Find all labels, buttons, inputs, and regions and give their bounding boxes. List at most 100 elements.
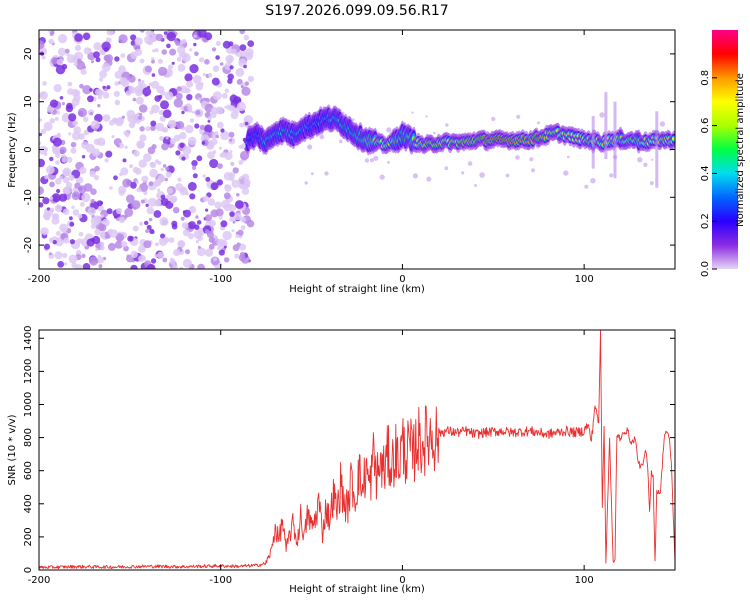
noise-speckle <box>102 91 110 99</box>
noise-speckle <box>39 158 45 168</box>
noise-speckle <box>425 115 428 118</box>
noise-speckle <box>46 207 51 211</box>
noise-speckle <box>132 225 139 232</box>
noise-speckle <box>101 41 111 51</box>
noise-speckle <box>240 85 244 89</box>
noise-speckle <box>56 188 61 194</box>
noise-speckle <box>563 170 569 176</box>
noise-speckle <box>175 150 181 156</box>
noise-speckle <box>39 40 45 50</box>
noise-speckle <box>170 196 177 204</box>
y-tick-label: 10 <box>23 95 34 108</box>
noise-speckle <box>197 97 201 101</box>
noise-speckle <box>151 59 155 64</box>
noise-speckle <box>114 215 117 219</box>
noise-speckle <box>152 49 156 53</box>
colorbar-ticks: 0.0 0.2 0.4 0.6 0.8 <box>700 70 717 277</box>
noise-speckle <box>184 73 193 82</box>
noise-speckle <box>196 220 202 225</box>
y-tick-label: 600 <box>23 461 34 480</box>
noise-speckle <box>145 126 151 132</box>
noise-speckle <box>55 178 62 185</box>
noise-speckle <box>195 110 201 116</box>
noise-speckle <box>207 151 215 160</box>
noise-speckle <box>118 34 128 44</box>
noise-speckle <box>126 194 135 203</box>
noise-speckle <box>131 118 137 125</box>
noise-speckle <box>42 197 50 205</box>
spectrogram-ridge <box>245 92 675 188</box>
noise-speckle <box>154 254 158 258</box>
noise-speckle <box>179 142 185 148</box>
noise-speckle <box>177 177 182 182</box>
noise-speckle <box>236 193 240 197</box>
ridge-core <box>672 137 675 141</box>
noise-speckle <box>90 223 97 230</box>
noise-speckle <box>212 91 222 101</box>
noise-speckle <box>529 157 534 162</box>
noise-speckle <box>90 198 95 204</box>
noise-speckle <box>238 160 244 165</box>
noise-speckle <box>211 77 220 86</box>
snr-line <box>39 330 675 570</box>
noise-speckle <box>228 131 235 138</box>
noise-speckle <box>307 144 313 150</box>
noise-speckle <box>159 115 166 122</box>
noise-speckle <box>505 173 510 178</box>
noise-speckle <box>93 138 101 146</box>
noise-speckle <box>83 183 93 192</box>
noise-speckle <box>129 164 134 169</box>
noise-speckle <box>197 245 201 249</box>
noise-speckle <box>130 250 138 258</box>
x-tick-label: -100 <box>209 274 232 285</box>
noise-speckle <box>205 208 209 212</box>
noise-speckle <box>111 135 115 139</box>
noise-speckle <box>194 123 200 129</box>
noise-speckle <box>197 247 206 257</box>
noise-speckle <box>154 48 159 53</box>
noise-speckle <box>187 233 194 240</box>
noise-speckle <box>386 127 392 133</box>
noise-speckle <box>175 250 180 255</box>
noise-speckle <box>189 64 199 74</box>
noise-speckle <box>94 113 103 123</box>
noise-speckle <box>229 217 233 222</box>
noise-speckle <box>188 205 197 214</box>
noise-speckle <box>54 251 63 260</box>
noise-speckle <box>42 231 47 236</box>
y-tick-label: 1400 <box>23 326 34 351</box>
noise-speckle <box>150 258 157 264</box>
noise-speckle <box>86 238 95 247</box>
noise-speckle <box>140 199 145 204</box>
noise-speckle <box>58 193 68 202</box>
noise-speckle <box>128 75 136 83</box>
noise-speckle <box>243 64 247 69</box>
noise-speckle <box>218 215 223 220</box>
noise-speckle <box>95 247 99 251</box>
noise-speckle <box>158 66 168 76</box>
noise-speckle <box>124 145 128 149</box>
noise-speckle <box>204 248 213 257</box>
noise-speckle <box>181 110 185 115</box>
noise-speckle <box>95 57 101 63</box>
noise-speckle <box>52 240 57 245</box>
noise-speckle <box>99 70 107 79</box>
noise-speckle <box>491 116 496 122</box>
noise-speckle <box>157 188 161 192</box>
noise-speckle <box>164 177 168 182</box>
noise-speckle <box>193 34 197 38</box>
noise-speckle <box>106 85 111 90</box>
noise-speckle <box>159 216 169 226</box>
noise-speckle <box>153 210 162 218</box>
noise-speckle <box>130 264 138 269</box>
noise-speckle <box>68 132 72 136</box>
noise-speckle <box>97 94 103 100</box>
colorbar-tick-label: 0.8 <box>700 70 711 86</box>
noise-speckle <box>67 81 73 87</box>
noise-speckle <box>44 174 49 180</box>
noise-speckle <box>78 133 85 140</box>
noise-speckle <box>161 127 167 133</box>
noise-speckle <box>74 264 83 269</box>
noise-speckle <box>138 245 146 253</box>
x-tick-label: -200 <box>28 274 51 285</box>
